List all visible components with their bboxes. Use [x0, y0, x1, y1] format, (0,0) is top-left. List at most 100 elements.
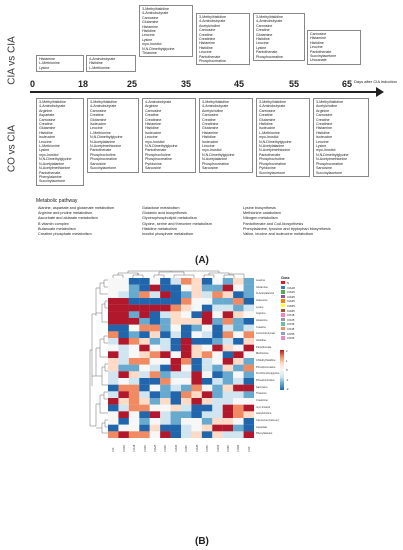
legend-col-1: Alanine, aspartate and glutamate metabol…	[38, 206, 115, 237]
heatmap-cell	[160, 331, 171, 339]
heatmap-cell	[233, 351, 244, 359]
heatmap-cell	[201, 364, 213, 372]
heatmap-cell	[170, 284, 182, 292]
heatmap-row-label: Creatine	[256, 325, 266, 329]
heatmap-cell	[181, 404, 192, 412]
heatmap-cell	[128, 338, 140, 345]
heatmap-cell	[201, 418, 213, 425]
heatmap-cell	[191, 424, 202, 432]
heatmap-cell	[191, 411, 202, 419]
heatmap-cell	[149, 398, 161, 405]
heatmap-cell	[160, 318, 171, 325]
heatmap-cell	[149, 318, 161, 325]
heatmap-cell	[181, 311, 192, 319]
heatmap-row-label: Histidine	[256, 339, 266, 342]
heatmap-cell	[243, 318, 254, 325]
heatmap-cell	[160, 344, 171, 352]
heatmap-cell	[170, 398, 182, 405]
heatmap-cell	[108, 424, 119, 432]
heatmap-cell	[170, 364, 182, 372]
heatmap-cell	[118, 331, 129, 339]
heatmap-cell	[212, 324, 223, 332]
heatmap-cell	[243, 351, 254, 359]
heatmap-cell	[149, 298, 161, 305]
heatmap-cell	[160, 284, 171, 292]
heatmap-cell	[128, 318, 140, 325]
heatmap-cell	[181, 378, 192, 385]
heatmap-cell	[160, 338, 171, 345]
heatmap-cell	[108, 284, 119, 292]
heatmap-row-label: Thiamine	[256, 392, 267, 396]
heatmap-cell	[243, 424, 254, 432]
heatmap-cell	[108, 398, 119, 405]
heatmap-cell	[139, 391, 150, 399]
color-scale-label: -2	[286, 387, 289, 391]
heatmap-cell	[139, 298, 150, 305]
heatmap-cell	[243, 344, 254, 352]
heatmap-cell	[170, 344, 182, 352]
heatmap-cell	[212, 384, 223, 392]
heatmap-cell	[222, 351, 234, 359]
class-key-label: CIA55	[287, 304, 295, 308]
heatmap-column-label: CIA55	[216, 444, 220, 452]
class-key-label: CO45	[287, 327, 295, 331]
heatmap-row-label: Lysine	[256, 305, 264, 309]
heatmap-cell	[212, 371, 223, 379]
heatmap-cell	[243, 298, 254, 305]
heatmap-cell	[118, 398, 129, 405]
heatmap-cell	[160, 358, 171, 365]
class-key-swatch	[281, 322, 285, 326]
heatmap-cell	[233, 338, 244, 345]
panel-label-a: (A)	[195, 255, 209, 266]
heatmap-cell	[222, 318, 234, 325]
heatmap-cell	[233, 304, 244, 312]
co-vs-cia-label: CO vs CIA	[6, 124, 18, 173]
heatmap-row-label: Glutamine	[256, 285, 268, 289]
heatmap-cell	[191, 404, 202, 412]
heatmap-cell	[149, 404, 161, 412]
heatmap-cell	[128, 424, 140, 432]
heatmap-cell	[160, 398, 171, 405]
heatmap-cell	[170, 391, 182, 399]
heatmap-cell	[139, 398, 150, 405]
heatmap-cell	[222, 378, 234, 385]
heatmap-cell	[201, 331, 213, 339]
heatmap-cell	[212, 338, 223, 345]
heatmap-cell	[191, 378, 202, 385]
heatmap-cell	[212, 358, 223, 365]
heatmap-cell	[233, 364, 244, 372]
heatmap-cell	[201, 351, 213, 359]
column-dendrogram	[112, 270, 245, 278]
heatmap-cell	[201, 371, 213, 379]
heatmap-cell	[233, 431, 244, 438]
heatmap-cell	[233, 371, 244, 379]
heatmap-cell	[108, 351, 119, 359]
heatmap-cell	[128, 358, 140, 365]
heatmap-cell	[108, 364, 119, 372]
heatmap-column-label: CO25	[143, 445, 147, 452]
heatmap-cell	[222, 431, 234, 438]
heatmap-cell	[139, 371, 150, 379]
heatmap-cell	[222, 424, 234, 432]
heatmap-cell	[149, 418, 161, 425]
heatmap-row-label: Phosphocreatine	[256, 365, 276, 369]
bottom-box-35: 4-Aminobutyrate Arginine Carnosine Creatine…	[142, 98, 196, 173]
heatmap-cell	[139, 278, 150, 285]
heatmap-cell	[160, 371, 171, 379]
heatmap-cell	[139, 418, 150, 425]
heatmap-cell	[233, 384, 244, 392]
heatmap-cell	[191, 384, 202, 392]
tick-45: 45	[234, 79, 245, 89]
heatmap-cell	[149, 291, 161, 299]
top-box-18: Histamine L-Methionine Lysine	[36, 55, 84, 73]
heatmap-cell	[160, 298, 171, 305]
bottom-box-45: 3-Methylhistidine 4-Aminobutyrate Acetylch…	[199, 98, 253, 173]
heatmap-cell	[139, 331, 150, 339]
timeline-axis-label: Days after CIA induction	[354, 79, 397, 84]
heatmap-cell	[212, 278, 223, 285]
heatmap-cell	[181, 384, 192, 392]
heatmap-cell	[118, 291, 129, 299]
heatmap-row-label: Methionine	[256, 352, 269, 356]
heatmap-cell	[139, 284, 150, 292]
heatmap-cell	[212, 398, 223, 405]
